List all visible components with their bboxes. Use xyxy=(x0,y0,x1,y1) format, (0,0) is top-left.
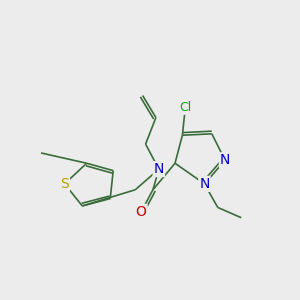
Text: N: N xyxy=(199,177,210,191)
Text: Cl: Cl xyxy=(179,101,191,114)
Text: N: N xyxy=(154,162,164,176)
Text: N: N xyxy=(220,153,230,167)
Text: S: S xyxy=(60,177,69,191)
Text: O: O xyxy=(136,205,147,219)
